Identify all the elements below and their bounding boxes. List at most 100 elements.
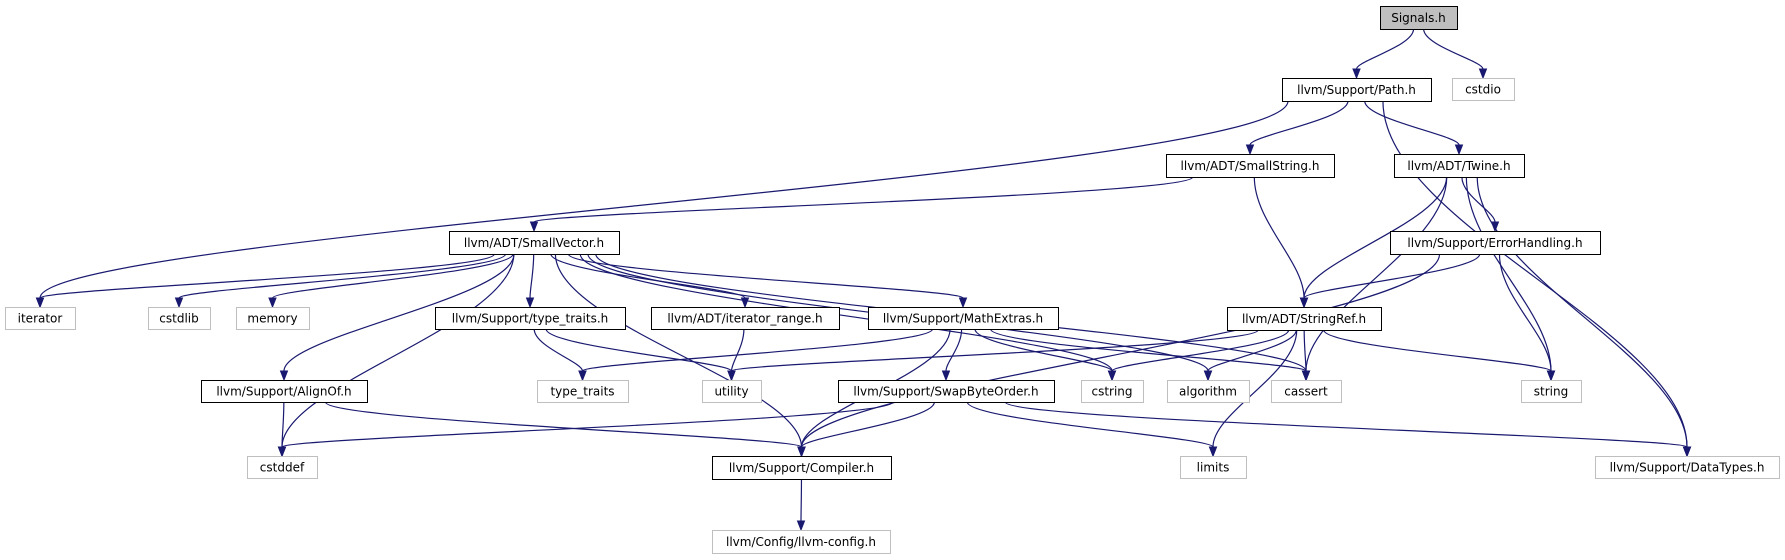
edge-mathextras-to-type_traits: [578, 328, 934, 382]
edge-line: [1355, 28, 1415, 70]
edge-line: [1253, 176, 1305, 299]
node-mathextras[interactable]: llvm/Support/MathExtras.h: [868, 307, 1059, 330]
edge-twine-to-cassert: [1301, 176, 1448, 382]
edge-line: [1303, 176, 1448, 299]
edge-line: [1364, 100, 1460, 146]
arrowhead-icon: [268, 297, 277, 309]
edge-line: [730, 329, 1259, 372]
edge-line: [1305, 176, 1448, 372]
node-cstdio: cstdio: [1452, 78, 1515, 101]
edge-line: [1004, 401, 1688, 448]
arrowhead-icon: [797, 446, 806, 458]
edge-line: [39, 100, 1289, 299]
edge-line: [579, 253, 1113, 372]
edge-twine-to-datatypes: [1476, 176, 1692, 458]
edge-line: [545, 328, 733, 372]
node-errorhandling[interactable]: llvm/Support/ErrorHandling.h: [1390, 231, 1601, 255]
node-llvmconfig: llvm/Config/llvm-config.h: [712, 530, 891, 554]
node-swapbyte[interactable]: llvm/Support/SwapByteOrder.h: [838, 380, 1055, 403]
edge-line: [1323, 329, 1552, 372]
node-iterrange[interactable]: llvm/ADT/iterator_range.h: [651, 307, 840, 330]
node-path[interactable]: llvm/Support/Path.h: [1282, 78, 1432, 102]
edge-signals-to-path: [1352, 28, 1415, 80]
edge-line: [178, 253, 507, 299]
edge-line: [567, 253, 964, 299]
node-smallstring[interactable]: llvm/ADT/SmallString.h: [1166, 154, 1335, 178]
edge-typetraits_h-to-utility: [545, 328, 736, 382]
edge-typetraits_h-to-type_traits: [533, 328, 587, 382]
arrowhead-icon: [1245, 144, 1255, 156]
arrowhead-icon: [578, 370, 587, 382]
node-smallvector[interactable]: llvm/ADT/SmallVector.h: [449, 231, 620, 255]
edge-line: [271, 253, 514, 299]
node-box: [148, 307, 211, 330]
edge-signals-to-cstdio: [1423, 28, 1488, 80]
node-iterator: iterator: [5, 307, 76, 330]
edge-line: [800, 253, 1441, 448]
arrowhead-icon: [1478, 68, 1488, 80]
node-box: [838, 380, 1055, 403]
edge-layer: [35, 28, 1692, 532]
node-cassert: cassert: [1271, 380, 1342, 403]
node-box: [868, 307, 1059, 330]
arrowhead-icon: [1352, 68, 1361, 80]
node-cstddef: cstddef: [247, 456, 318, 479]
edge-stringref-to-cassert: [1301, 329, 1311, 382]
edge-stringref-to-utility: [727, 329, 1259, 382]
edge-stringref-to-algorithm: [1203, 329, 1297, 382]
edge-line: [533, 328, 584, 372]
edge-path-to-smallstring: [1245, 100, 1349, 156]
arrowhead-icon: [1299, 297, 1309, 309]
edge-line: [1461, 176, 1496, 223]
node-box: [1521, 380, 1582, 403]
node-label: llvm/ADT/SmallVector.h: [464, 236, 604, 250]
edge-line: [989, 328, 1307, 372]
node-label: string: [1534, 385, 1568, 399]
node-utility: utility: [702, 380, 762, 403]
node-signals: Signals.h: [1380, 6, 1458, 30]
arrowhead-icon: [796, 520, 806, 532]
edge-errorhandling-to-compiler: [797, 253, 1441, 458]
arrowhead-icon: [1301, 370, 1311, 382]
edge-smallstring-to-stringref: [1253, 176, 1309, 309]
edge-line: [1382, 100, 1688, 448]
edge-line: [281, 401, 285, 448]
edge-smallvector-to-memory: [268, 253, 514, 309]
edge-swapbyte-to-datatypes: [1004, 401, 1692, 458]
node-label: llvm/Support/SwapByteOrder.h: [853, 385, 1038, 399]
arrowhead-icon: [727, 370, 736, 382]
node-label: memory: [247, 312, 297, 326]
edge-line: [1303, 329, 1307, 372]
node-label: llvm/Support/DataTypes.h: [1610, 461, 1765, 475]
edge-line: [945, 328, 963, 372]
node-box: [1595, 456, 1780, 479]
node-box: [1394, 154, 1525, 178]
node-box: [449, 231, 620, 255]
arrowhead-icon: [941, 370, 951, 382]
node-box: [651, 307, 840, 330]
node-compiler[interactable]: llvm/Support/Compiler.h: [712, 456, 892, 480]
node-alignof[interactable]: llvm/Support/AlignOf.h: [201, 380, 368, 403]
node-box: [1271, 380, 1342, 403]
node-twine[interactable]: llvm/ADT/Twine.h: [1394, 154, 1525, 178]
node-label: cassert: [1284, 385, 1328, 399]
node-datatypes: llvm/Support/DataTypes.h: [1595, 456, 1780, 479]
node-typetraits_h[interactable]: llvm/Support/type_traits.h: [435, 307, 626, 330]
node-label: iterator: [18, 312, 63, 326]
node-algorithm: algorithm: [1167, 380, 1250, 403]
node-box: [1166, 154, 1335, 178]
node-box: [1452, 78, 1515, 101]
node-stringref[interactable]: llvm/ADT/StringRef.h: [1227, 307, 1382, 331]
edge-line: [283, 253, 515, 372]
edge-smallvector-to-cstdlib: [174, 253, 507, 309]
node-label: type_traits: [550, 385, 614, 399]
node-label: llvm/Support/Compiler.h: [729, 461, 874, 475]
node-label: algorithm: [1179, 385, 1237, 399]
node-label: Signals.h: [1391, 11, 1446, 25]
node-box: [1081, 380, 1144, 403]
arrowhead-icon: [740, 297, 750, 309]
node-box: [247, 456, 318, 479]
node-label: llvm/ADT/SmallString.h: [1181, 159, 1320, 173]
arrowhead-icon: [525, 297, 535, 309]
